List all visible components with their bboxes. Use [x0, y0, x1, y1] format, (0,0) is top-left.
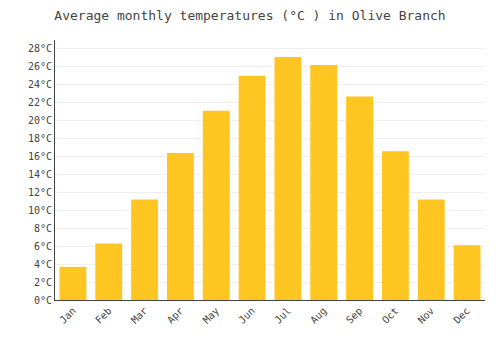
svg-text:Jun: Jun [236, 305, 257, 326]
svg-text:Mar: Mar [129, 305, 150, 326]
svg-text:Feb: Feb [93, 305, 114, 326]
svg-text:Oct: Oct [380, 305, 401, 326]
svg-text:24°C: 24°C [28, 79, 52, 90]
svg-text:4°C: 4°C [34, 259, 52, 270]
svg-text:12°C: 12°C [28, 187, 52, 198]
svg-text:Sep: Sep [344, 305, 365, 326]
svg-text:Dec: Dec [451, 305, 472, 326]
svg-text:8°C: 8°C [34, 223, 52, 234]
svg-text:18°C: 18°C [28, 133, 52, 144]
svg-text:0°C: 0°C [34, 295, 52, 306]
svg-text:20°C: 20°C [28, 115, 52, 126]
svg-text:Jan: Jan [57, 305, 78, 326]
svg-text:Aug: Aug [308, 305, 329, 326]
svg-text:2°C: 2°C [34, 277, 52, 288]
svg-text:26°C: 26°C [28, 61, 52, 72]
svg-text:10°C: 10°C [28, 205, 52, 216]
svg-text:16°C: 16°C [28, 151, 52, 162]
svg-text:14°C: 14°C [28, 169, 52, 180]
svg-text:22°C: 22°C [28, 97, 52, 108]
svg-text:Jul: Jul [272, 305, 293, 326]
svg-text:28°C: 28°C [28, 43, 52, 54]
svg-text:Nov: Nov [416, 305, 437, 326]
svg-text:Apr: Apr [165, 305, 186, 326]
svg-text:6°C: 6°C [34, 241, 52, 252]
svg-text:Average monthly temperatures (: Average monthly temperatures (°C ) in Ol… [54, 8, 445, 23]
svg-text:May: May [201, 305, 222, 326]
